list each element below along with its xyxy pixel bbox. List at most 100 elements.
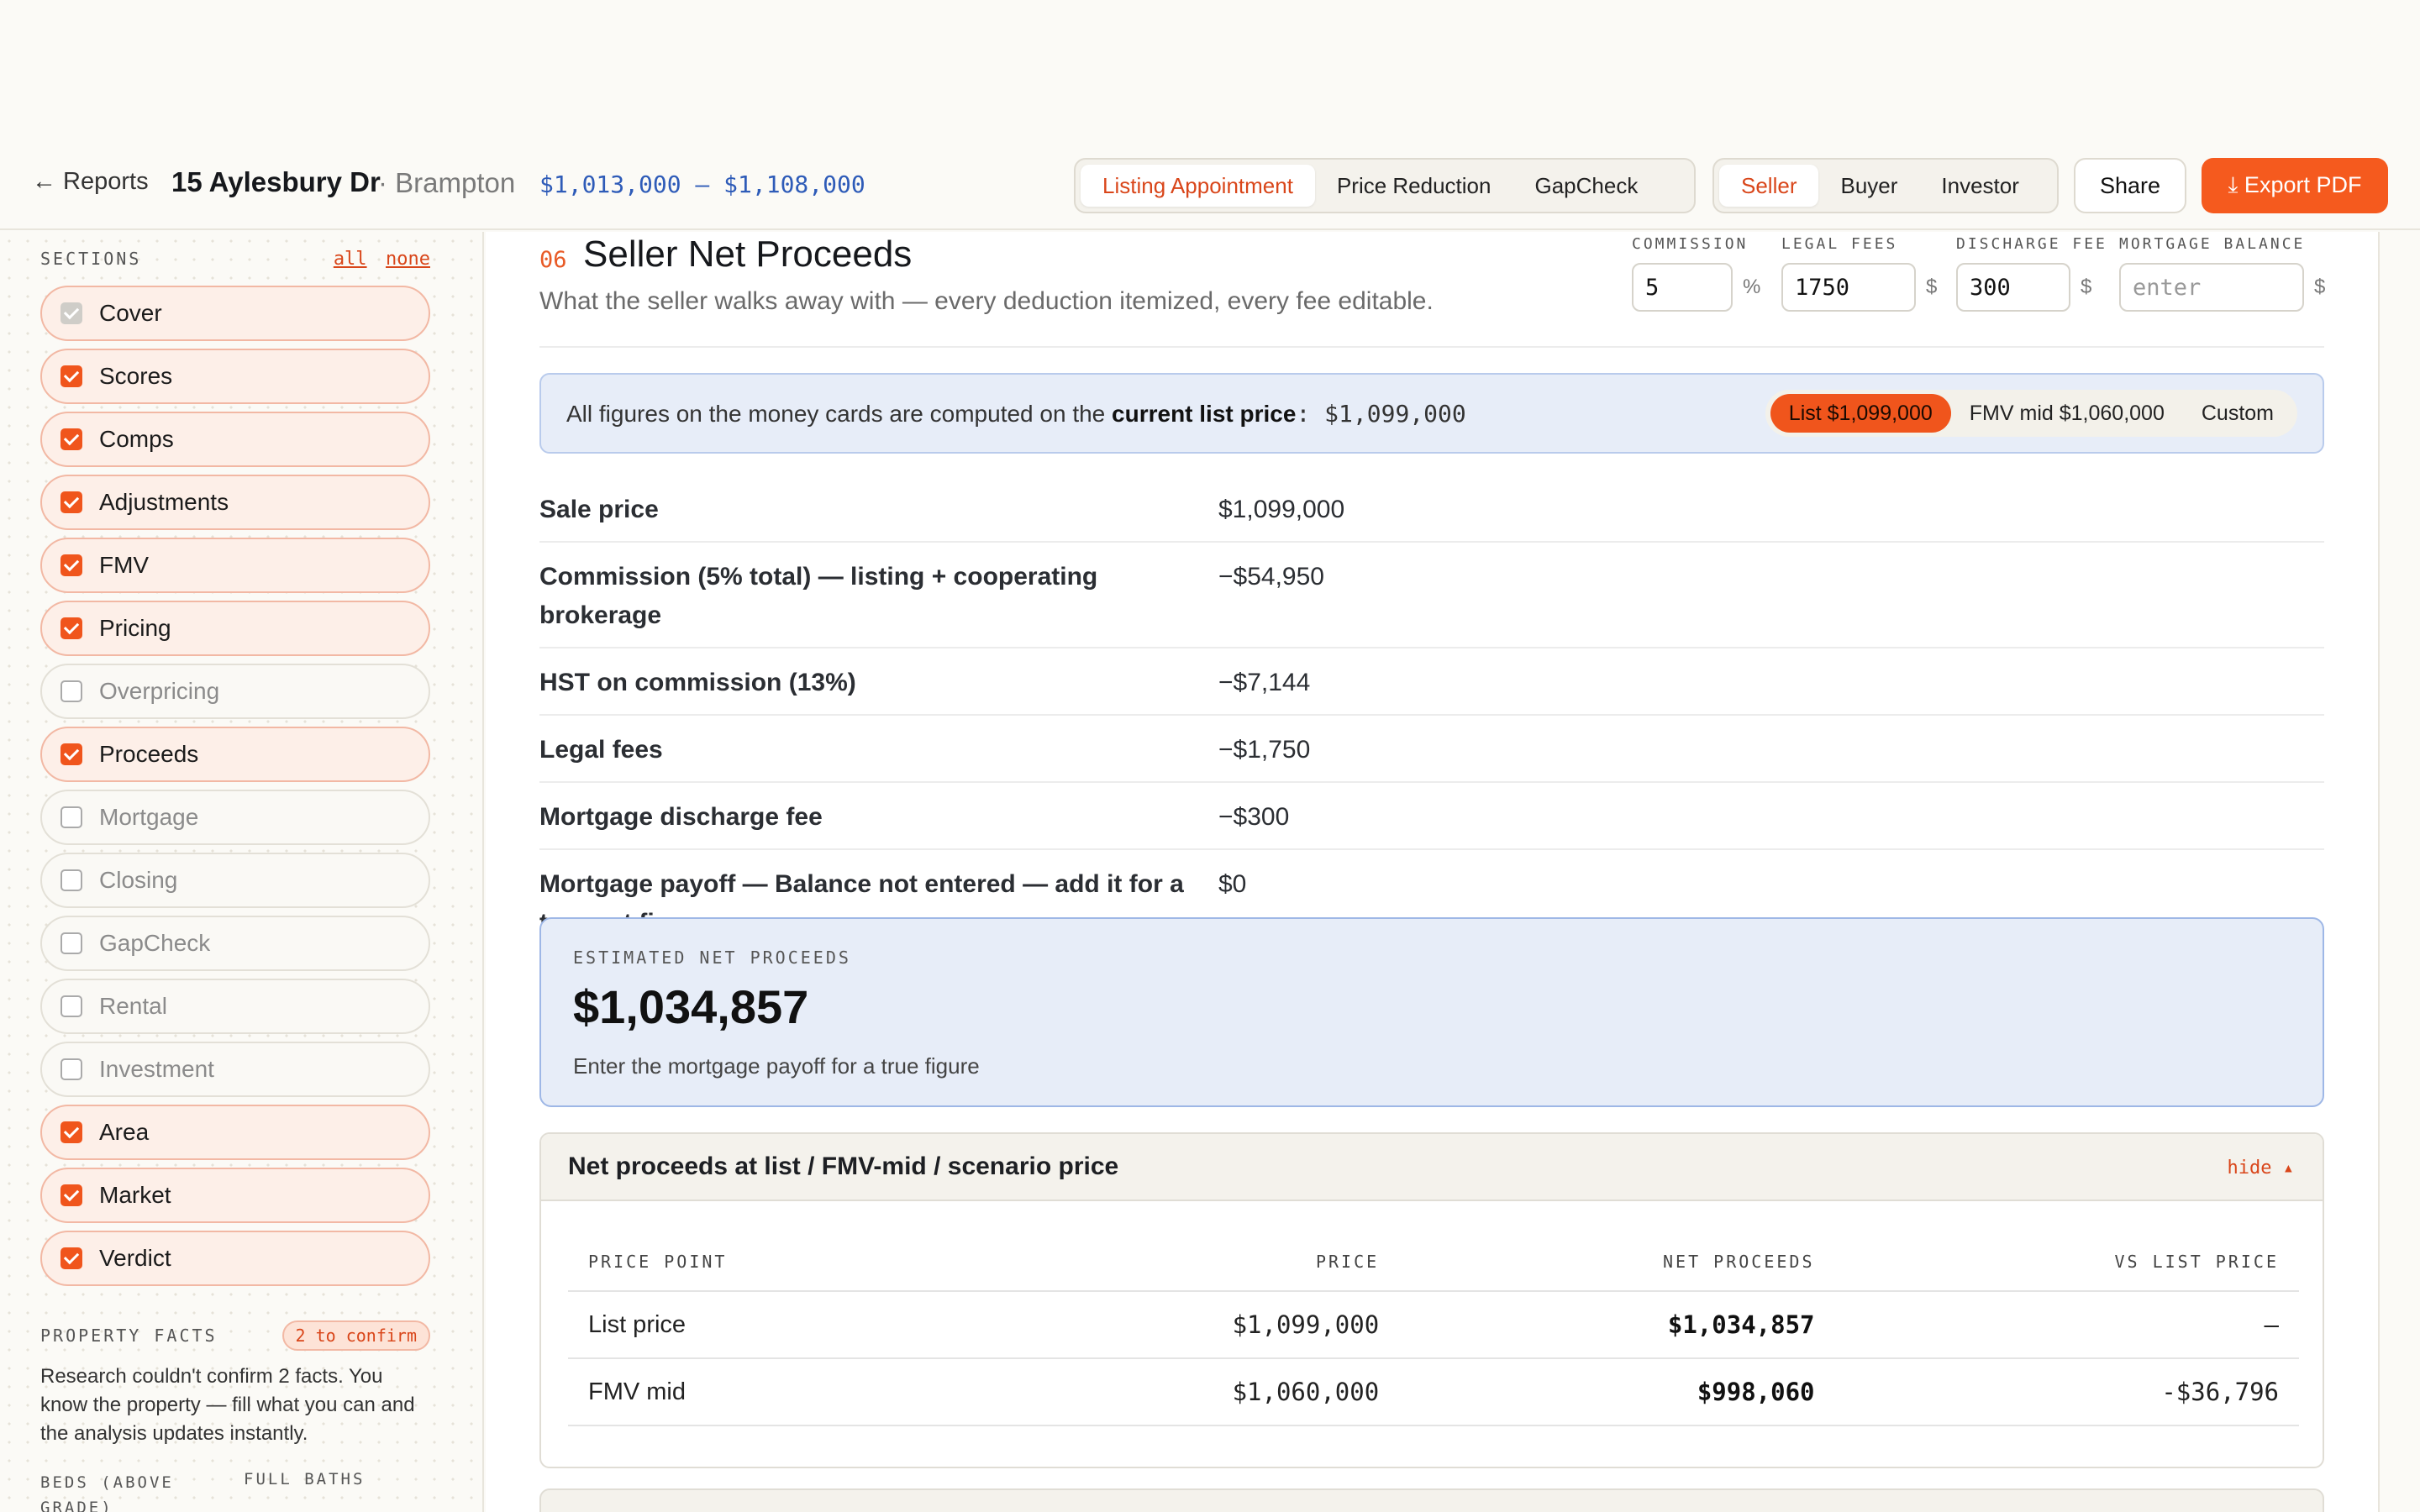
- section-toggle-gapcheck[interactable]: GapCheck: [40, 916, 430, 971]
- baths-label: FULL BATHS: [244, 1470, 366, 1488]
- sections-label: SECTIONS: [40, 249, 142, 269]
- checkbox-checked-icon[interactable]: [60, 743, 82, 765]
- checkbox-empty-icon[interactable]: [60, 1058, 82, 1080]
- section-toggle-proceeds[interactable]: Proceeds: [40, 727, 430, 782]
- sections-header: SECTIONS all none: [40, 249, 430, 270]
- legal-fees-input[interactable]: [1781, 263, 1916, 312]
- beds-label: BEDS (ABOVE GRADE): [40, 1473, 174, 1512]
- hide-toggle[interactable]: hide ▴: [2227, 1158, 2294, 1179]
- share-button[interactable]: Share: [2074, 158, 2186, 213]
- section-toggle-fmv[interactable]: FMV: [40, 538, 430, 593]
- section-toggle-label: Area: [99, 1119, 150, 1145]
- checkbox-checked-icon[interactable]: [60, 428, 82, 450]
- estimate-value: $1,034,857: [573, 980, 809, 1033]
- discharge-fee-label: DISCHARGE FEE: [1956, 235, 2107, 253]
- estimated-net-proceeds-card: ESTIMATED NET PROCEEDS $1,034,857 Enter …: [539, 917, 2324, 1107]
- export-pdf-button[interactable]: ⤓ Export PDF: [2202, 158, 2388, 213]
- commission-input[interactable]: [1632, 263, 1733, 312]
- deduction-value: −$1,750: [1218, 736, 1311, 764]
- net-proceeds-table: PRICE POINT PRICE NET PROCEEDS VS LIST P…: [568, 1252, 2299, 1426]
- checkbox-empty-icon[interactable]: [60, 932, 82, 954]
- basis-list-price[interactable]: List $1,099,000: [1770, 394, 1951, 433]
- section-toggle-investment[interactable]: Investment: [40, 1042, 430, 1097]
- section-toggle-market[interactable]: Market: [40, 1168, 430, 1223]
- legal-fees-label: LEGAL FEES: [1781, 235, 1898, 253]
- section-toggle-rental[interactable]: Rental: [40, 979, 430, 1034]
- table-card-title: Net proceeds at list / FMV-mid / scenari…: [568, 1152, 1119, 1180]
- checkbox-empty-icon[interactable]: [60, 869, 82, 891]
- legal-fees-unit: $: [1926, 276, 1938, 298]
- checkbox-checked-icon: [60, 302, 82, 324]
- confirm-badge: 2 to confirm: [281, 1320, 430, 1351]
- property-facts-text: Research couldn't confirm 2 facts. You k…: [40, 1365, 415, 1445]
- commission-field: COMMISSION %: [1632, 235, 1760, 312]
- property-address: 15 Aylesbury Dr: [171, 166, 381, 197]
- section-toggle-adjustments[interactable]: Adjustments: [40, 475, 430, 530]
- checkbox-checked-icon[interactable]: [60, 1184, 82, 1206]
- deduction-row: Legal fees −$1,750: [539, 716, 2324, 783]
- back-to-reports-link[interactable]: ← Reports: [32, 168, 149, 195]
- col-price-point: PRICE POINT: [568, 1252, 976, 1292]
- basis-fmv-mid[interactable]: FMV mid $1,060,000: [1969, 401, 2165, 425]
- property-city: · Brampton: [378, 167, 516, 198]
- price-basis-banner: All figures on the money cards are compu…: [539, 373, 2324, 454]
- select-none-link[interactable]: none: [386, 249, 430, 270]
- section-toggle-label: Overpricing: [99, 678, 220, 704]
- section-toggle-overpricing[interactable]: Overpricing: [40, 664, 430, 719]
- section-toggle-comps[interactable]: Comps: [40, 412, 430, 467]
- col-vs-list-price: VS LIST PRICE: [1834, 1252, 2299, 1292]
- mortgage-balance-input[interactable]: [2119, 263, 2304, 312]
- mode-price-reduction[interactable]: Price Reduction: [1336, 172, 1491, 198]
- section-toggle-label: Comps: [99, 426, 174, 452]
- checkbox-checked-icon[interactable]: [60, 617, 82, 639]
- section-toggle-label: Mortgage: [99, 804, 199, 830]
- commission-label: COMMISSION: [1632, 235, 1749, 253]
- sidebar: SECTIONS all none Cover Scores Comps Adjust…: [0, 232, 484, 1512]
- section-toggle-scores[interactable]: Scores: [40, 349, 430, 404]
- cell-vs-list: —: [1834, 1291, 2299, 1359]
- audience-buyer[interactable]: Buyer: [1840, 172, 1898, 198]
- legal-fees-field: LEGAL FEES $: [1781, 235, 1937, 312]
- mode-listing-appointment[interactable]: Listing Appointment: [1081, 165, 1315, 207]
- checkbox-checked-icon[interactable]: [60, 1121, 82, 1143]
- section-toggle-pricing[interactable]: Pricing: [40, 601, 430, 656]
- deduction-label: HST on commission (13%): [539, 669, 856, 696]
- section-toggle-area[interactable]: Area: [40, 1105, 430, 1160]
- section-toggle-mortgage[interactable]: Mortgage: [40, 790, 430, 845]
- select-all-link[interactable]: all: [333, 249, 367, 270]
- checkbox-checked-icon[interactable]: [60, 491, 82, 513]
- section-toggle-closing[interactable]: Closing: [40, 853, 430, 908]
- checkbox-checked-icon[interactable]: [60, 1247, 82, 1269]
- discharge-fee-unit: $: [2081, 276, 2092, 298]
- deductions-list: Sale price $1,099,000 Commission (5% total…: [539, 475, 2324, 954]
- cell-price: $1,060,000: [975, 1358, 1400, 1426]
- section-toggle-label: Closing: [99, 867, 178, 893]
- price-basis-switcher: List $1,099,000 FMV mid $1,060,000 Custo…: [1765, 390, 2297, 437]
- checkbox-empty-icon[interactable]: [60, 680, 82, 702]
- cell-price-point: FMV mid: [568, 1358, 976, 1426]
- basis-custom[interactable]: Custom: [2201, 401, 2274, 425]
- audience-investor[interactable]: Investor: [1941, 172, 2019, 198]
- estimate-label: ESTIMATED NET PROCEEDS: [573, 948, 851, 968]
- audience-seller[interactable]: Seller: [1719, 165, 1819, 207]
- discharge-fee-input[interactable]: [1956, 263, 2070, 312]
- deduction-label: Mortgage discharge fee: [539, 803, 823, 831]
- checkbox-empty-icon[interactable]: [60, 806, 82, 828]
- deduction-label: Commission (5% total) — listing + cooper…: [539, 563, 1098, 629]
- deduction-value: $0: [1218, 870, 1247, 898]
- section-title: Seller Net Proceeds: [583, 234, 913, 275]
- section-toggle-cover[interactable]: Cover: [40, 286, 430, 341]
- audience-switcher: Seller Buyer Investor: [1712, 158, 2059, 213]
- mode-gapcheck[interactable]: GapCheck: [1534, 172, 1639, 198]
- checkbox-checked-icon[interactable]: [60, 365, 82, 387]
- deduction-value: −$300: [1218, 803, 1290, 831]
- cell-net-proceeds: $998,060: [1399, 1358, 1835, 1426]
- section-description: What the seller walks away with — every …: [539, 287, 1434, 315]
- deduction-label: Sale price: [539, 496, 659, 523]
- report-mode-switcher: Listing Appointment Price Reduction GapC…: [1074, 158, 1696, 213]
- deduction-value: −$7,144: [1218, 669, 1311, 696]
- section-toggle-verdict[interactable]: Verdict: [40, 1231, 430, 1286]
- checkbox-empty-icon[interactable]: [60, 995, 82, 1017]
- checkbox-checked-icon[interactable]: [60, 554, 82, 576]
- section-toggle-label: Rental: [99, 993, 167, 1019]
